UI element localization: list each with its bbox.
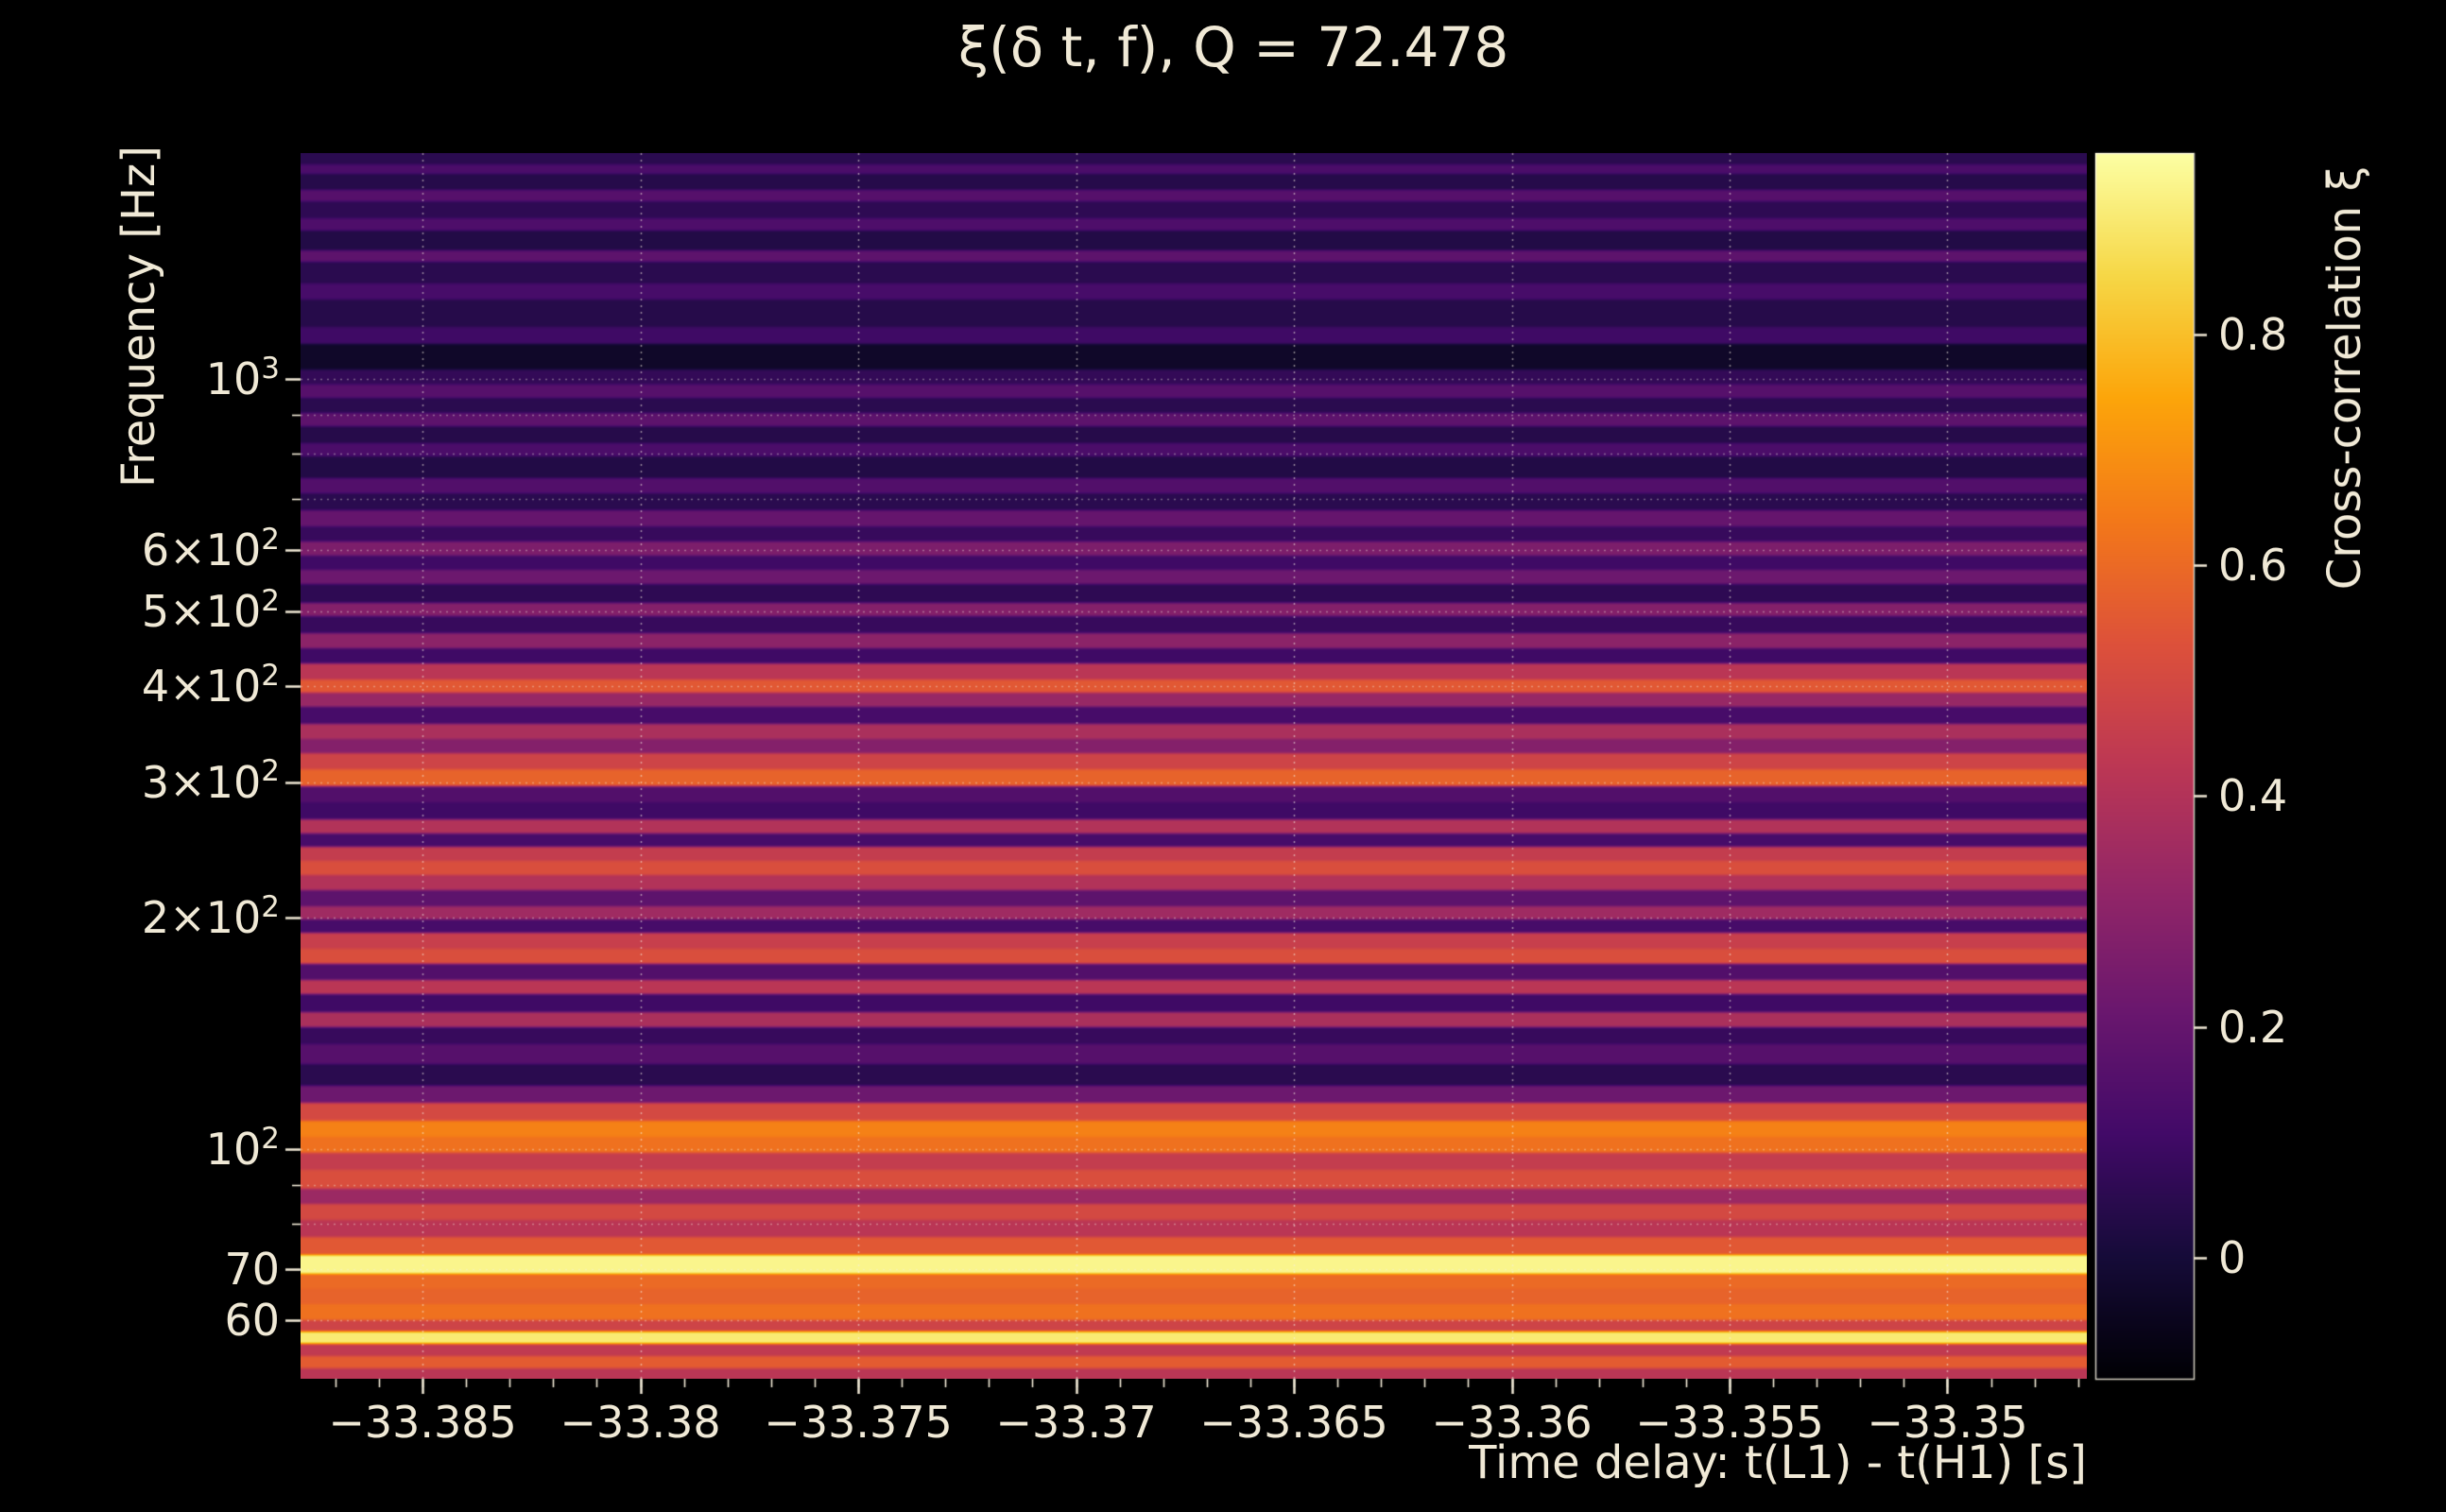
- x-tick-label: −33.35: [1867, 1397, 2028, 1448]
- heatmap-canvas: [301, 153, 2087, 1379]
- x-tick-label: −33.375: [764, 1397, 953, 1448]
- y-tick-label: 2×102: [141, 890, 280, 944]
- y-tick-label: 103: [205, 352, 280, 405]
- colorbar-tick-label: 0.2: [2218, 1001, 2288, 1053]
- chart-title: ξ(δ t, f), Q = 72.478: [957, 15, 1509, 79]
- y-tick-label: 6×102: [141, 523, 280, 576]
- y-tick-label: 3×102: [141, 754, 280, 808]
- x-axis-label: Time delay: t(L1) - t(H1) [s]: [1469, 1436, 2087, 1489]
- x-tick-label: −33.355: [1635, 1397, 1824, 1448]
- colorbar-tick-label: 0.8: [2218, 308, 2288, 360]
- colorbar-gradient: [2095, 153, 2194, 1379]
- colorbar-label: Cross-correlation ξ: [2318, 165, 2371, 591]
- x-tick-label: −33.385: [328, 1397, 517, 1448]
- y-tick-label: 60: [224, 1295, 280, 1347]
- colorbar-tick-label: 0.6: [2218, 539, 2288, 591]
- colorbar-tick-label: 0: [2218, 1231, 2247, 1283]
- y-tick-label: 70: [224, 1243, 280, 1295]
- x-tick-label: −33.36: [1431, 1397, 1593, 1448]
- x-tick-label: −33.37: [995, 1397, 1157, 1448]
- y-axis-label: Frequency [Hz]: [112, 146, 165, 488]
- colorbar-tick-label: 0.4: [2218, 770, 2288, 822]
- y-tick-label: 102: [205, 1122, 280, 1176]
- x-tick-label: −33.365: [1199, 1397, 1388, 1448]
- x-tick-label: −33.38: [560, 1397, 721, 1448]
- y-tick-label: 4×102: [141, 658, 280, 712]
- y-tick-label: 5×102: [141, 583, 280, 637]
